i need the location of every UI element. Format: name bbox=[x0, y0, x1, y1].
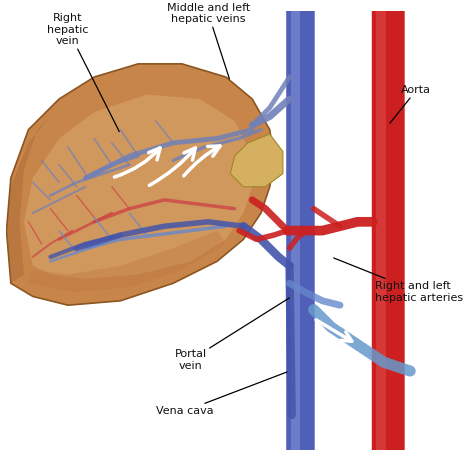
Polygon shape bbox=[24, 94, 252, 279]
Text: Portal
vein: Portal vein bbox=[175, 298, 289, 371]
FancyBboxPatch shape bbox=[372, 0, 405, 450]
Text: Vena cava: Vena cava bbox=[155, 372, 287, 416]
Text: Aorta: Aorta bbox=[390, 85, 431, 123]
Text: Right
hepatic
vein: Right hepatic vein bbox=[47, 13, 119, 131]
FancyBboxPatch shape bbox=[291, 2, 300, 450]
Text: Right and left
hepatic arteries: Right and left hepatic arteries bbox=[334, 258, 463, 303]
Polygon shape bbox=[28, 230, 226, 292]
Text: Middle and left
hepatic veins: Middle and left hepatic veins bbox=[167, 3, 250, 79]
FancyBboxPatch shape bbox=[376, 2, 386, 450]
Polygon shape bbox=[7, 117, 50, 283]
Polygon shape bbox=[230, 134, 283, 187]
Polygon shape bbox=[7, 64, 274, 305]
FancyBboxPatch shape bbox=[286, 0, 315, 450]
